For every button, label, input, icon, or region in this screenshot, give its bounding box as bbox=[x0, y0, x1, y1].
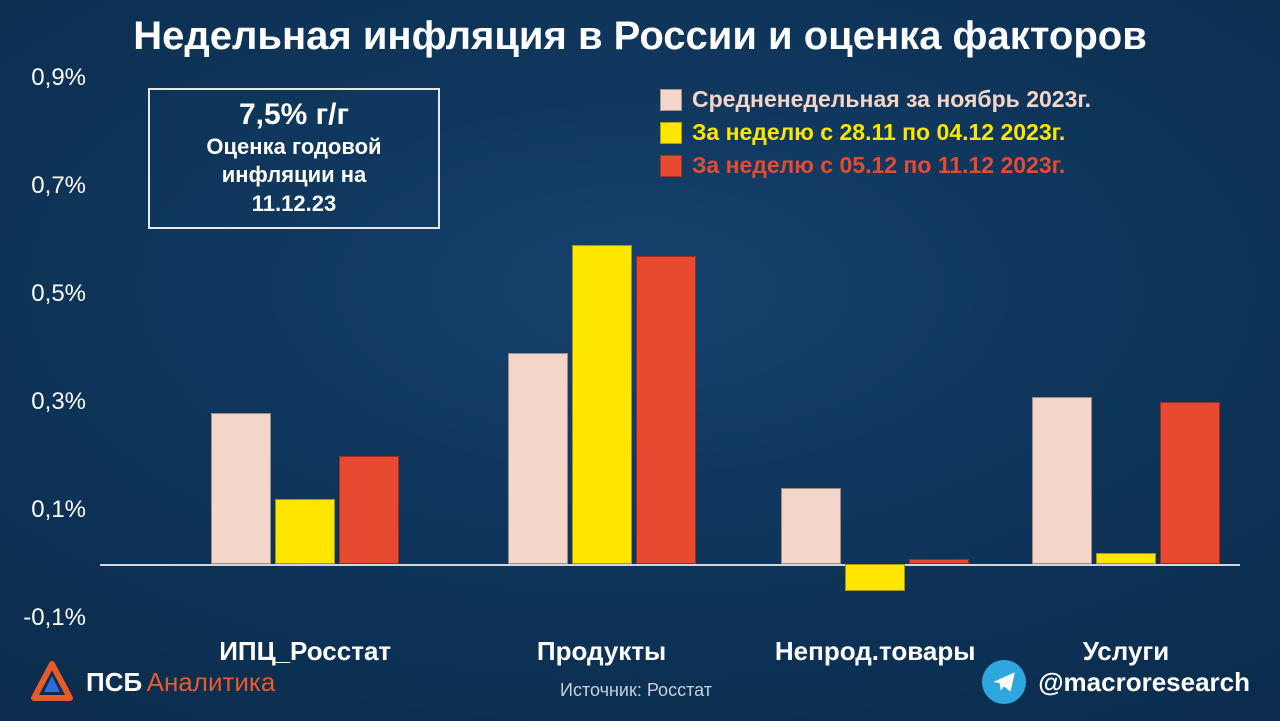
brand-telegram: @macroresearch bbox=[982, 660, 1250, 704]
brand-psb: ПСБ Аналитика bbox=[28, 658, 275, 706]
y-tick-label: 0,3% bbox=[31, 388, 86, 416]
legend-item: За неделю с 28.11 по 04.12 2023г. bbox=[660, 119, 1091, 146]
bar bbox=[1032, 397, 1092, 564]
telegram-icon bbox=[982, 660, 1026, 704]
bar bbox=[572, 245, 632, 564]
legend-swatch bbox=[660, 89, 682, 111]
x-category-label: Продукты bbox=[537, 636, 666, 667]
bar bbox=[781, 488, 841, 564]
bar bbox=[339, 456, 399, 564]
annotation-headline: 7,5% г/г bbox=[164, 98, 424, 132]
brand-analytics-text: Аналитика bbox=[147, 667, 276, 697]
y-tick-label: 0,7% bbox=[31, 172, 86, 200]
legend-label: За неделю с 28.11 по 04.12 2023г. bbox=[692, 119, 1065, 146]
legend-swatch bbox=[660, 122, 682, 144]
legend-label: За неделю с 05.12 по 11.12 2023г. bbox=[692, 152, 1065, 179]
legend-item: За неделю с 05.12 по 11.12 2023г. bbox=[660, 152, 1091, 179]
y-tick-label: 0,5% bbox=[31, 280, 86, 308]
annotation-sub2: инфляции на bbox=[164, 162, 424, 188]
y-tick-label: -0,1% bbox=[23, 604, 86, 632]
bar bbox=[636, 256, 696, 564]
chart-canvas: Недельная инфляция в России и оценка фак… bbox=[0, 0, 1280, 721]
bar bbox=[845, 564, 905, 591]
y-tick-label: 0,9% bbox=[31, 64, 86, 92]
brand-psb-text: ПСБ bbox=[86, 667, 142, 697]
annotation-sub3: 11.12.23 bbox=[164, 191, 424, 217]
x-category-label: Непрод.товары bbox=[775, 636, 976, 667]
bar bbox=[211, 413, 271, 564]
bar bbox=[508, 353, 568, 564]
chart-legend: Средненедельная за ноябрь 2023г. За недел… bbox=[660, 86, 1091, 185]
bar bbox=[909, 559, 969, 564]
source-label: Источник: Росстат bbox=[560, 680, 712, 701]
bar bbox=[1160, 402, 1220, 564]
legend-label: Средненедельная за ноябрь 2023г. bbox=[692, 86, 1091, 113]
chart-title: Недельная инфляция в России и оценка фак… bbox=[0, 14, 1280, 59]
legend-item: Средненедельная за ноябрь 2023г. bbox=[660, 86, 1091, 113]
bar bbox=[1096, 553, 1156, 564]
y-tick-label: 0,1% bbox=[31, 496, 86, 524]
telegram-handle: @macroresearch bbox=[1038, 667, 1250, 698]
psb-logo-icon bbox=[28, 658, 76, 706]
legend-swatch bbox=[660, 155, 682, 177]
annotation-box: 7,5% г/г Оценка годовой инфляции на 11.1… bbox=[148, 88, 440, 229]
annotation-sub1: Оценка годовой bbox=[164, 134, 424, 160]
axis-baseline bbox=[100, 564, 1240, 566]
bar bbox=[275, 499, 335, 564]
